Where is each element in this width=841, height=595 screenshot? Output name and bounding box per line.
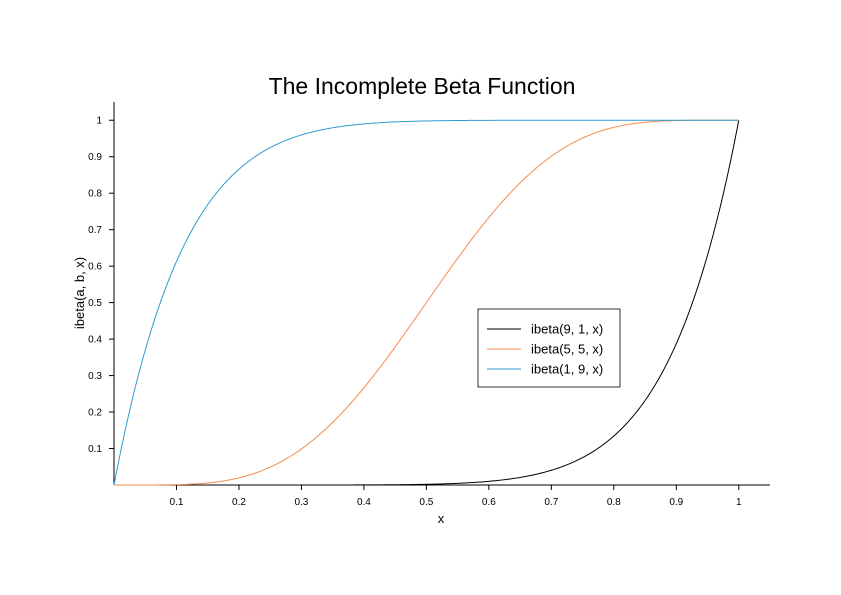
x-tick-label: 0.4 [357, 497, 371, 508]
x-ticks: 0.1 0.2 0.3 0.4 0.5 0.6 0.7 0.8 0.9 1 [170, 485, 742, 508]
legend-label-1: ibeta(9, 1, x) [531, 322, 603, 337]
x-tick-label: 1 [736, 497, 742, 508]
x-tick-label: 0.3 [294, 497, 308, 508]
y-tick-label: 0.5 [88, 298, 102, 309]
x-tick-label: 0.8 [607, 497, 621, 508]
axes [113, 102, 770, 486]
y-tick-label: 0.1 [88, 444, 102, 455]
y-tick-label: 0.8 [88, 189, 102, 200]
y-tick-label: 0.6 [88, 262, 102, 273]
legend-label-2: ibeta(5, 5, x) [531, 342, 603, 357]
series-line-3 [113, 119, 739, 486]
x-tick-label: 0.2 [232, 497, 246, 508]
x-tick-label: 0.9 [669, 497, 683, 508]
x-axis-label: x [438, 511, 445, 526]
x-tick-label: 0.5 [419, 497, 433, 508]
y-tick-label: 1 [96, 116, 102, 127]
x-tick-label: 0.1 [170, 497, 184, 508]
y-axis-label: ibeta(a, b, x) [72, 257, 87, 329]
y-tick-label: 0.2 [88, 408, 102, 419]
legend-label-3: ibeta(1, 9, x) [531, 362, 603, 377]
legend: ibeta(9, 1, x) ibeta(5, 5, x) ibeta(1, 9, … [477, 308, 621, 388]
y-tick-label: 0.3 [88, 371, 102, 382]
y-tick-label: 0.9 [88, 152, 102, 163]
legend-box [477, 308, 621, 388]
series-line-2 [114, 119, 739, 486]
y-tick-label: 0.7 [88, 225, 102, 236]
x-tick-label: 0.7 [544, 497, 558, 508]
y-tick-label: 0.4 [88, 335, 102, 346]
series-group [113, 119, 740, 486]
y-ticks: 0.1 0.2 0.3 0.4 0.5 0.6 0.7 0.8 0.9 1 [88, 116, 114, 455]
series-line-1 [114, 120, 740, 486]
x-tick-label: 0.6 [482, 497, 496, 508]
chart-title: The Incomplete Beta Function [269, 73, 576, 99]
